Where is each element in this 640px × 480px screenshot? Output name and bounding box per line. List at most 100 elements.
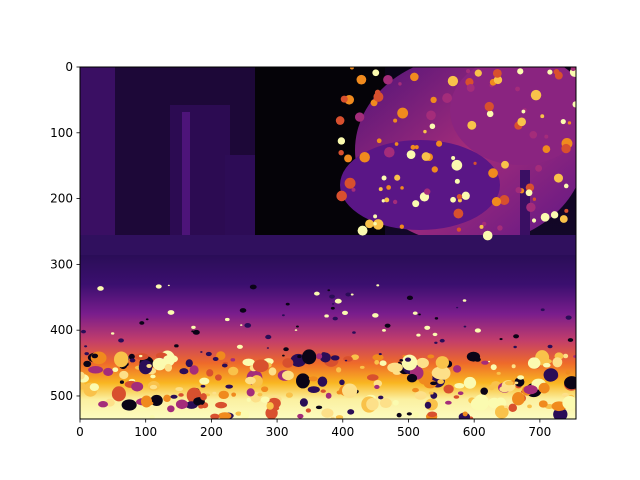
leaf-speckle <box>174 344 179 348</box>
leaf-speckle <box>508 403 518 412</box>
leaf-speckle <box>540 212 550 222</box>
leaf-speckle <box>266 347 270 349</box>
leaf-speckle <box>357 225 368 236</box>
leaf-speckle <box>404 357 412 362</box>
leaf-speckle <box>218 390 230 400</box>
leaf-speckle <box>514 377 525 387</box>
leaf-speckle <box>392 399 399 406</box>
leaf-speckle <box>111 386 126 402</box>
leaf-speckle <box>372 69 380 77</box>
leaf-speckle <box>387 362 403 373</box>
leaf-speckle <box>235 411 242 416</box>
leaf-speckle <box>526 202 536 213</box>
leaf-speckle <box>544 371 557 382</box>
leaf-speckle <box>128 353 135 360</box>
x-tick-label: 200 <box>200 425 223 439</box>
leaf-speckle <box>501 160 509 169</box>
y-tick-label: 0 <box>65 60 73 74</box>
leaf-speckle <box>330 355 340 361</box>
leaf-speckle <box>83 360 92 368</box>
leaf-speckle <box>167 284 170 287</box>
leaf-speckle <box>540 114 545 119</box>
leaf-speckle <box>562 396 576 410</box>
leaf-speckle <box>261 386 269 393</box>
leaf-speckle <box>307 386 320 393</box>
leaf-speckle <box>378 395 384 400</box>
leaf-speckle <box>504 380 514 386</box>
leaf-speckle <box>424 401 432 409</box>
leaf-speckle <box>497 225 503 231</box>
leaf-speckle <box>167 310 175 315</box>
leaf-speckle <box>372 354 384 361</box>
leaf-speckle <box>152 357 167 371</box>
leaf-speckle <box>293 358 301 364</box>
leaf-speckle <box>198 404 204 409</box>
leaf-speckle <box>231 392 237 397</box>
leaf-speckle <box>456 194 463 200</box>
leaf-speckle <box>341 310 348 315</box>
leaf-speckle <box>240 324 243 326</box>
leaf-speckle <box>451 156 456 161</box>
leaf-speckle <box>430 381 438 386</box>
leaf-speckle <box>359 365 365 369</box>
leaf-speckle <box>480 387 488 395</box>
leaf-speckle <box>521 109 526 114</box>
leaf-speckle <box>466 84 475 92</box>
leaf-speckle <box>436 140 443 147</box>
leaf-speckle <box>138 359 153 375</box>
x-tick-label: 400 <box>331 425 354 439</box>
leaf-speckle <box>131 381 144 392</box>
leaf-speckle <box>547 344 553 349</box>
leaf-speckle <box>567 338 574 342</box>
leaf-speckle <box>345 292 352 297</box>
leaf-speckle <box>216 351 226 361</box>
leaf-speckle <box>98 401 109 408</box>
leaf-speckle <box>167 405 175 413</box>
leaf-speckle <box>252 359 269 373</box>
leaf-speckle <box>113 351 129 368</box>
leaf-speckle <box>406 150 416 160</box>
leaf-speckle <box>80 329 86 334</box>
leaf-speckle <box>178 393 184 397</box>
leaf-speckle <box>330 416 335 419</box>
leaf-speckle <box>532 197 537 201</box>
leaf-speckle <box>335 415 344 419</box>
leaf-speckle <box>554 71 563 80</box>
leaf-speckle <box>351 187 356 192</box>
leaf-speckle <box>97 286 104 291</box>
leaf-speckle <box>373 214 378 219</box>
leaf-speckle <box>467 120 477 130</box>
leaf-speckle <box>221 363 228 368</box>
leaf-speckle <box>487 360 491 363</box>
leaf-speckle <box>492 68 502 78</box>
leaf-speckle <box>84 352 89 356</box>
leaf-speckle <box>236 344 243 349</box>
x-tick-label: 100 <box>134 425 157 439</box>
leaf-speckle <box>281 370 294 381</box>
leaf-speckle <box>242 358 255 366</box>
leaf-speckle <box>245 376 256 385</box>
leaf-speckle <box>384 197 390 203</box>
leaf-speckle <box>302 349 317 365</box>
leaf-speckle <box>330 306 335 310</box>
leaf-speckle <box>324 314 329 318</box>
leaf-speckle <box>406 373 418 383</box>
y-tick-label: 400 <box>50 323 73 337</box>
leaf-speckle <box>561 392 569 398</box>
leaf-speckle <box>561 143 571 154</box>
leaf-speckle <box>149 414 155 419</box>
leaf-speckle <box>538 400 548 408</box>
leaf-speckle <box>80 371 85 380</box>
leaf-speckle <box>212 391 217 395</box>
leaf-speckle <box>453 208 464 219</box>
leaf-speckle <box>484 101 494 112</box>
leaf-speckle <box>297 354 302 359</box>
leaf-speckle <box>416 357 429 369</box>
leaf-speckle <box>431 366 448 380</box>
leaf-speckle <box>331 303 335 305</box>
leaf-speckle <box>145 401 154 406</box>
leaf-speckle <box>445 400 452 405</box>
leaf-speckle <box>563 353 569 359</box>
leaf-speckle <box>163 394 171 403</box>
leaf-speckle <box>321 352 327 356</box>
